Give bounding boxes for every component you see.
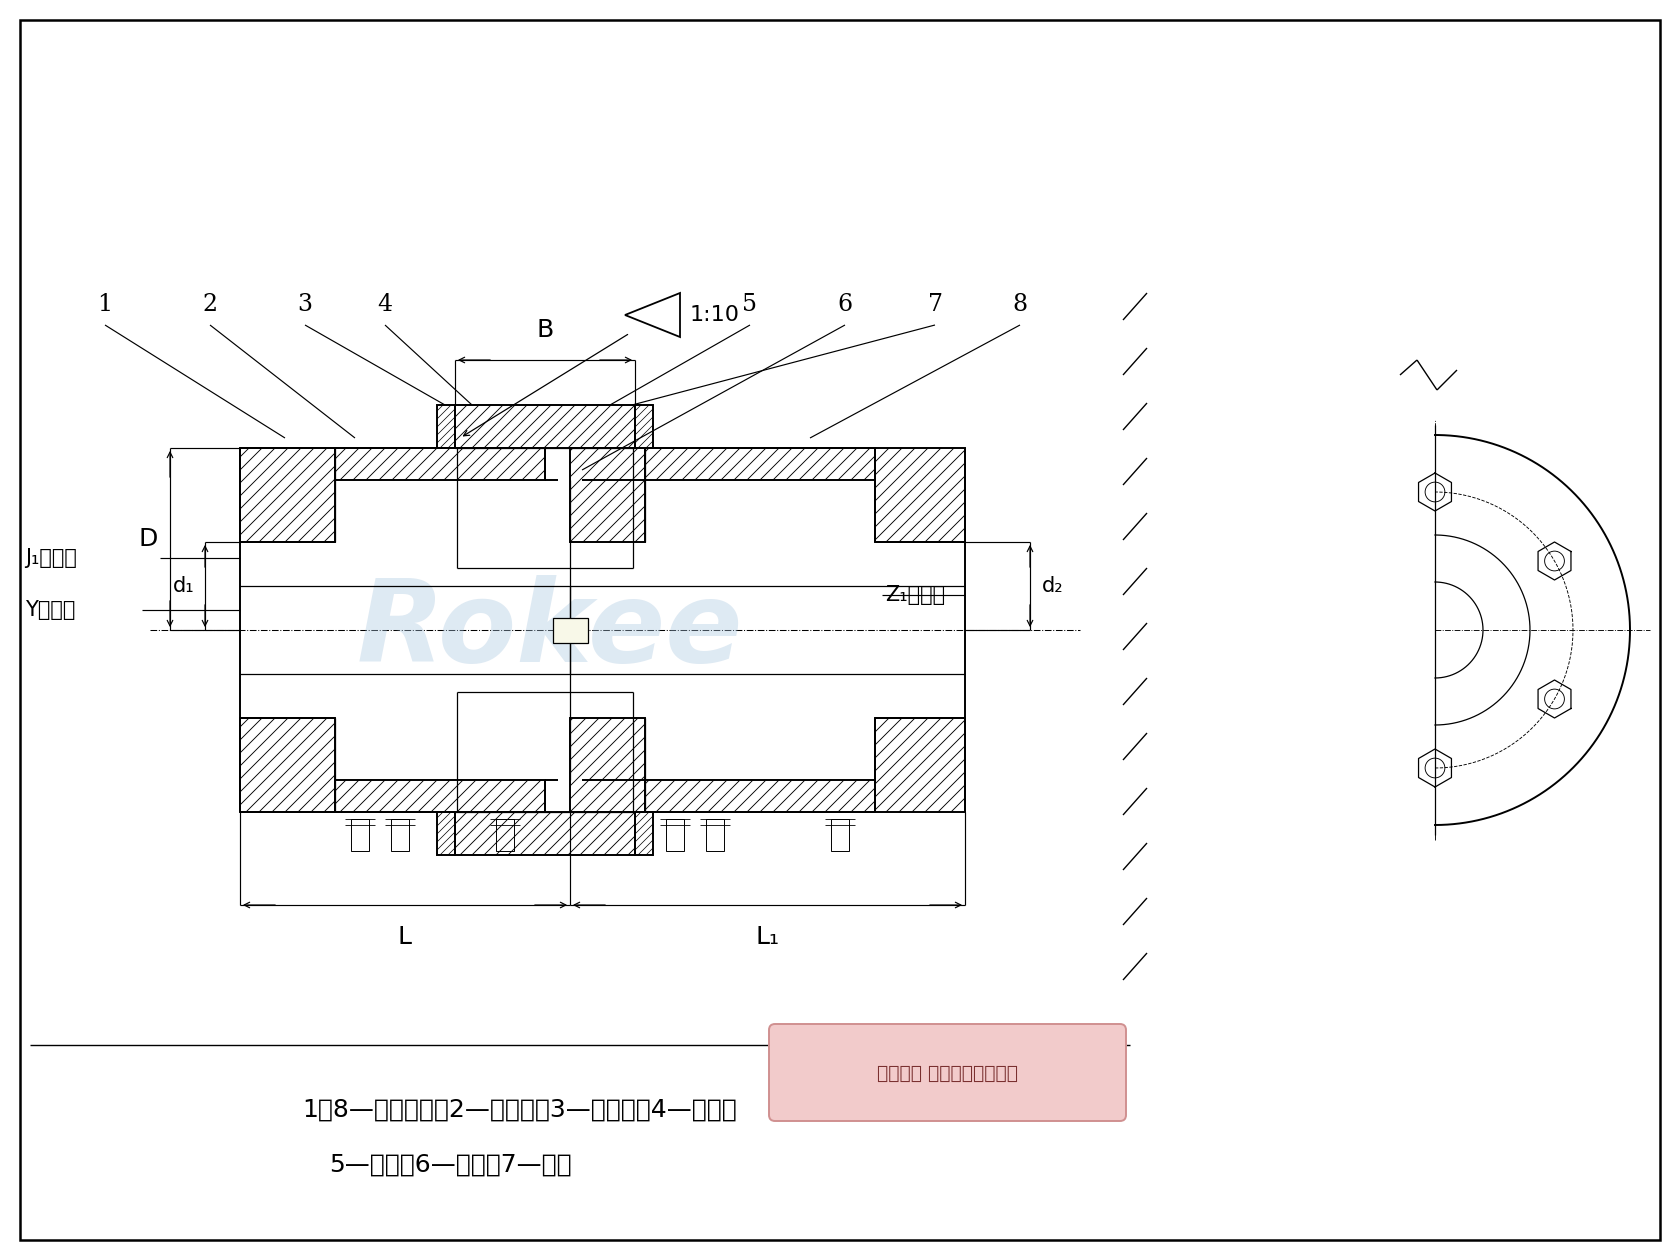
FancyBboxPatch shape bbox=[769, 1024, 1126, 1121]
Text: Z₁型轴孔: Z₁型轴孔 bbox=[885, 585, 946, 605]
Text: 5—柱销；6—螺栓；7—幾圈: 5—柱销；6—螺栓；7—幾圈 bbox=[329, 1153, 571, 1177]
Text: L₁: L₁ bbox=[756, 925, 780, 949]
Bar bbox=[455, 404, 635, 449]
Bar bbox=[635, 811, 654, 856]
Text: B: B bbox=[536, 318, 554, 341]
Text: 6: 6 bbox=[837, 294, 852, 316]
Bar bbox=[875, 718, 964, 811]
Bar bbox=[334, 780, 544, 811]
Text: Rokee: Rokee bbox=[356, 575, 743, 685]
Text: L: L bbox=[398, 925, 412, 949]
Text: d₁: d₁ bbox=[173, 576, 195, 596]
Text: d₂: d₂ bbox=[1042, 576, 1063, 596]
Text: 8: 8 bbox=[1013, 294, 1028, 316]
Text: Y型轴孔: Y型轴孔 bbox=[25, 600, 76, 620]
Text: 1:10: 1:10 bbox=[690, 305, 739, 325]
Bar bbox=[635, 404, 654, 449]
Text: 7: 7 bbox=[927, 294, 942, 316]
Bar bbox=[832, 819, 848, 850]
Text: 5: 5 bbox=[743, 294, 758, 316]
Bar bbox=[706, 819, 724, 850]
Bar bbox=[334, 449, 544, 480]
Text: 3: 3 bbox=[297, 294, 312, 316]
Bar bbox=[351, 819, 370, 850]
Text: D: D bbox=[139, 527, 158, 551]
Bar bbox=[455, 811, 635, 856]
Bar bbox=[496, 819, 514, 850]
Bar bbox=[553, 617, 588, 643]
Bar bbox=[570, 718, 645, 811]
Bar bbox=[570, 449, 645, 542]
Bar bbox=[391, 819, 408, 850]
Bar bbox=[437, 811, 455, 856]
Bar bbox=[240, 718, 334, 811]
Bar bbox=[875, 449, 964, 542]
Bar bbox=[665, 819, 684, 850]
Text: 2: 2 bbox=[202, 294, 218, 316]
Text: 1: 1 bbox=[97, 294, 113, 316]
Bar bbox=[645, 449, 875, 480]
Text: 版权所有 侵权必被严厉追究: 版权所有 侵权必被严厉追究 bbox=[877, 1063, 1018, 1082]
Bar bbox=[645, 780, 875, 811]
Text: 4: 4 bbox=[378, 294, 393, 316]
Bar bbox=[437, 404, 455, 449]
Bar bbox=[240, 449, 334, 542]
Text: 1、8—半联轴器；2—外挡板；3—内挡板；4—外套；: 1、8—半联轴器；2—外挡板；3—内挡板；4—外套； bbox=[302, 1097, 738, 1121]
Text: J₁型轴孔: J₁型轴孔 bbox=[25, 548, 77, 568]
